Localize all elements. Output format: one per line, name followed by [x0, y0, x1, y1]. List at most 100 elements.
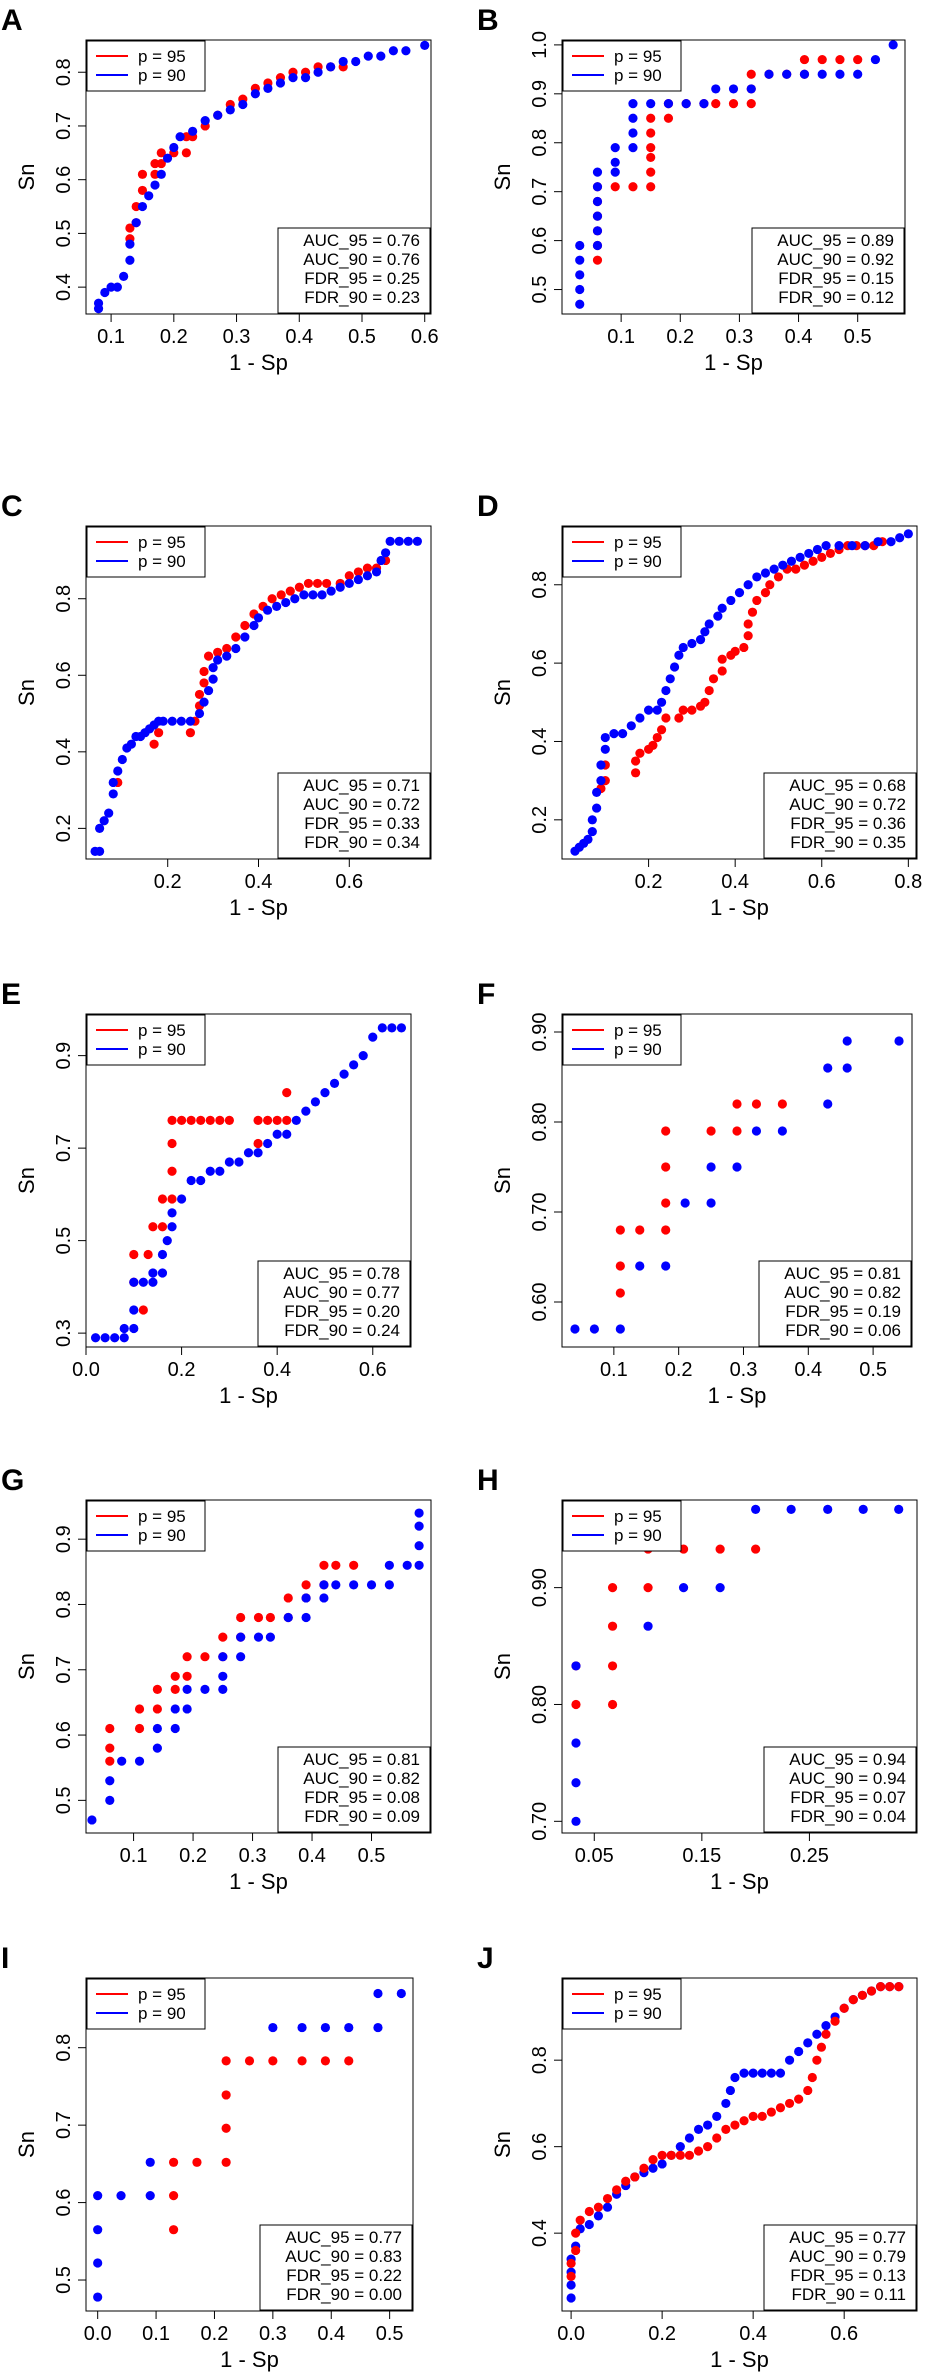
y-axis-label: Sn: [490, 2131, 515, 2158]
data-point: [621, 2177, 630, 2186]
series-p-95: [113, 556, 390, 787]
data-point: [601, 733, 610, 742]
y-tick-label: 0.3: [53, 1319, 75, 1347]
data-point: [590, 1324, 599, 1333]
stat-line: AUC_95 = 0.76: [303, 231, 420, 250]
data-point: [575, 256, 584, 265]
x-tick-label: 0.6: [335, 871, 363, 893]
data-point: [679, 643, 688, 652]
legend-label: p = 95: [614, 533, 662, 552]
data-point: [817, 2043, 826, 2052]
data-point: [277, 590, 286, 599]
data-point: [200, 1652, 209, 1661]
data-point: [105, 1744, 114, 1753]
y-tick-label: 0.90: [529, 1568, 551, 1607]
data-point: [585, 2207, 594, 2216]
data-point: [639, 2164, 648, 2173]
x-axis-label: 1 - Sp: [708, 1383, 767, 1408]
data-point: [674, 651, 683, 660]
data-point: [785, 2056, 794, 2065]
data-point: [646, 143, 655, 152]
panel-letter: H: [477, 1464, 499, 1497]
x-tick-label: 0.4: [317, 2323, 345, 2345]
data-point: [100, 816, 109, 825]
data-point: [716, 1544, 725, 1553]
data-point: [681, 1198, 690, 1207]
panel-letter: A: [1, 4, 23, 37]
data-point: [782, 70, 791, 79]
data-point: [682, 99, 691, 108]
stat-line: AUC_90 = 0.79: [789, 2247, 906, 2266]
data-point: [105, 1757, 114, 1766]
data-point: [266, 1613, 275, 1622]
data-point: [403, 1561, 412, 1570]
data-point: [149, 740, 158, 749]
data-point: [153, 1744, 162, 1753]
y-tick-label: 0.7: [53, 112, 75, 140]
data-point: [148, 1268, 157, 1277]
data-point: [631, 756, 640, 765]
data-point: [153, 1704, 162, 1713]
data-point: [263, 606, 272, 615]
data-point: [658, 2159, 667, 2168]
y-tick-label: 0.4: [529, 728, 551, 756]
data-point: [349, 1580, 358, 1589]
data-point: [282, 1088, 291, 1097]
data-point: [236, 1652, 245, 1661]
data-point: [118, 755, 127, 764]
panel-c: C 0.2 0.4 0.6 0.2 0.4 0.6 0.8 1 - Sp Sn p = 95p = …: [1, 490, 431, 920]
data-point: [575, 285, 584, 294]
data-point: [215, 1116, 224, 1125]
data-point: [608, 1700, 617, 1709]
data-point: [254, 1633, 263, 1642]
data-point: [105, 1796, 114, 1805]
data-point: [718, 655, 727, 664]
series-p-95: [105, 1561, 358, 1766]
data-point: [183, 1685, 192, 1694]
data-point: [167, 1222, 176, 1231]
data-point: [413, 537, 422, 546]
data-point: [596, 776, 605, 785]
data-point: [785, 2099, 794, 2108]
x-tick-label: 0.15: [682, 1845, 721, 1867]
data-point: [800, 55, 809, 64]
data-point: [276, 78, 285, 87]
y-tick-label: 0.70: [529, 1193, 551, 1232]
y-tick-label: 0.5: [53, 1786, 75, 1814]
data-point: [209, 675, 218, 684]
data-point: [596, 760, 605, 769]
data-point: [349, 1561, 358, 1570]
data-point: [871, 55, 880, 64]
data-point: [150, 180, 159, 189]
legend-label: p = 95: [614, 1507, 662, 1526]
x-axis-label: 1 - Sp: [219, 1383, 278, 1408]
data-point: [664, 99, 673, 108]
data-point: [703, 2142, 712, 2151]
data-point: [791, 564, 800, 573]
data-point: [818, 70, 827, 79]
data-point: [585, 2220, 594, 2229]
data-point: [711, 99, 720, 108]
data-point: [113, 283, 122, 292]
data-point: [739, 2069, 748, 2078]
data-point: [378, 1023, 387, 1032]
data-point: [834, 541, 843, 550]
data-point: [169, 2158, 178, 2167]
data-point: [158, 1268, 167, 1277]
data-point: [679, 1583, 688, 1592]
data-point: [885, 1982, 894, 1991]
data-point: [588, 827, 597, 836]
data-point: [282, 1130, 291, 1139]
panel-h: H0.05 0.15 0.250.700.800.901 - SpSnp = 95p…: [477, 1464, 917, 1894]
data-point: [567, 2272, 576, 2281]
data-point: [653, 733, 662, 742]
data-point: [744, 580, 753, 589]
data-point: [726, 2086, 735, 2095]
data-point: [721, 2125, 730, 2134]
stat-line: AUC_95 = 0.89: [777, 231, 894, 250]
data-point: [268, 2056, 277, 2065]
legend-label: p = 95: [138, 1021, 186, 1040]
data-point: [646, 168, 655, 177]
data-point: [592, 788, 601, 797]
stat-line: FDR_95 = 0.25: [304, 269, 420, 288]
